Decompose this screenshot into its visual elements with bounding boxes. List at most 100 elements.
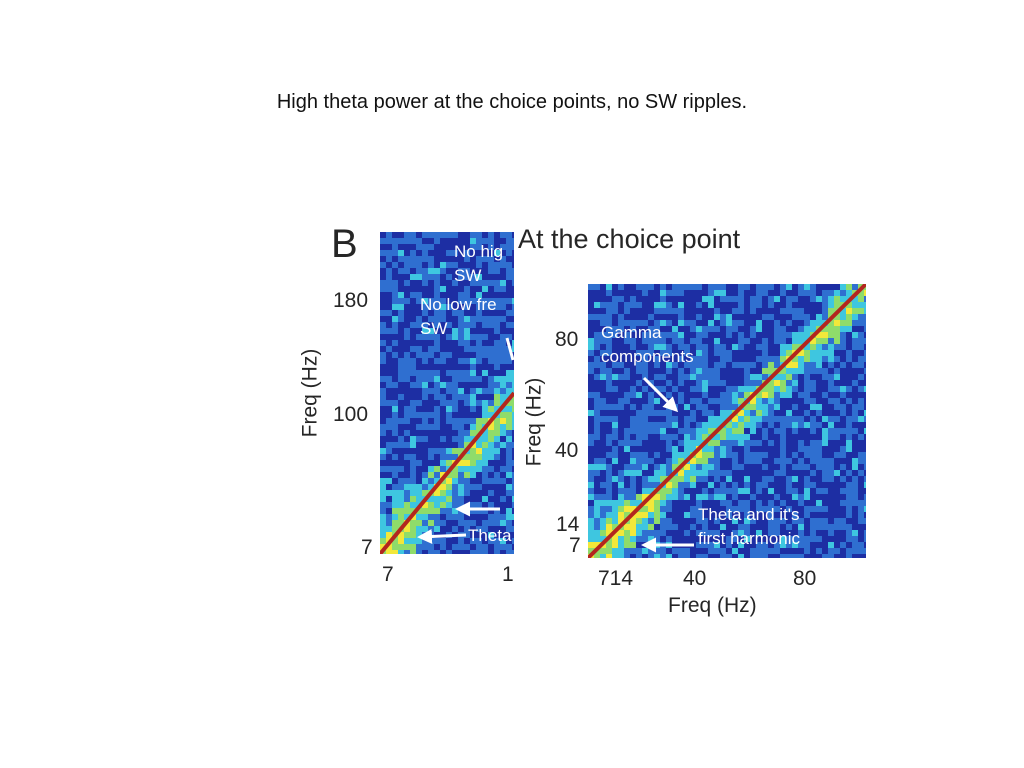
heatmap-cell: [618, 476, 624, 482]
heatmap-cell: [488, 520, 494, 526]
heatmap-cell: [720, 428, 726, 434]
left-y-tick: 7: [361, 536, 373, 559]
heatmap-cell: [594, 434, 600, 440]
heatmap-cell: [756, 458, 762, 464]
heatmap-cell: [858, 308, 864, 314]
heatmap-cell: [834, 368, 840, 374]
heatmap-cell: [506, 370, 512, 376]
heatmap-cell: [774, 398, 780, 404]
heatmap-cell: [588, 284, 594, 290]
heatmap-cell: [828, 458, 834, 464]
heatmap-cell: [858, 548, 864, 554]
heatmap-cell: [708, 440, 714, 446]
heatmap-cell: [834, 548, 840, 554]
annotation-line: Theta: [468, 526, 512, 545]
heatmap-cell: [422, 370, 428, 376]
heatmap-cell: [642, 476, 648, 482]
heatmap-cell: [678, 548, 684, 554]
heatmap-cell: [452, 334, 458, 340]
heatmap-cell: [458, 394, 464, 400]
heatmap-cell: [410, 526, 416, 532]
heatmap-cell: [666, 290, 672, 296]
heatmap-cell: [786, 416, 792, 422]
heatmap-cell: [600, 500, 606, 506]
heatmap-cell: [600, 350, 606, 356]
heatmap-cell: [660, 500, 666, 506]
heatmap-cell: [756, 500, 762, 506]
heatmap-cell: [506, 550, 512, 554]
heatmap-cell: [476, 436, 482, 442]
heatmap-cell: [762, 410, 768, 416]
heatmap-cell: [588, 368, 594, 374]
heatmap-cell: [690, 338, 696, 344]
heatmap-cell: [636, 524, 642, 530]
heatmap-cell: [774, 458, 780, 464]
heatmap-cell: [810, 362, 816, 368]
heatmap-cell: [762, 404, 768, 410]
heatmap-cell: [488, 430, 494, 436]
heatmap-cell: [428, 334, 434, 340]
heatmap-cell: [452, 406, 458, 412]
heatmap-cell: [738, 464, 744, 470]
heatmap-cell: [720, 416, 726, 422]
heatmap-cell: [434, 424, 440, 430]
heatmap-cell: [452, 472, 458, 478]
heatmap-cell: [446, 352, 452, 358]
heatmap-cell: [404, 376, 410, 382]
heatmap-cell: [858, 512, 864, 518]
heatmap-cell: [588, 350, 594, 356]
heatmap-cell: [642, 410, 648, 416]
heatmap-cell: [720, 548, 726, 554]
heatmap-cell: [494, 388, 500, 394]
heatmap-cell: [816, 518, 822, 524]
heatmap-cell: [458, 424, 464, 430]
heatmap-cell: [726, 386, 732, 392]
heatmap-cell: [404, 262, 410, 268]
heatmap-cell: [738, 530, 744, 536]
heatmap-cell: [702, 446, 708, 452]
heatmap-cell: [398, 544, 404, 550]
heatmap-cell: [494, 514, 500, 520]
heatmap-cell: [482, 430, 488, 436]
heatmap-cell: [600, 494, 606, 500]
heatmap-cell: [714, 338, 720, 344]
heatmap-cell: [702, 542, 708, 548]
heatmap-cell: [720, 500, 726, 506]
heatmap-cell: [494, 520, 500, 526]
heatmap-cell: [494, 538, 500, 544]
heatmap-cell: [654, 500, 660, 506]
heatmap-cell: [624, 542, 630, 548]
heatmap-cell: [786, 458, 792, 464]
heatmap-cell: [380, 340, 386, 346]
heatmap-cell: [434, 268, 440, 274]
heatmap-cell: [852, 314, 858, 320]
heatmap-cell: [708, 416, 714, 422]
heatmap-cell: [666, 464, 672, 470]
heatmap-cell: [726, 296, 732, 302]
heatmap-cell: [398, 442, 404, 448]
heatmap-cell: [798, 542, 804, 548]
heatmap-cell: [816, 332, 822, 338]
heatmap-cell: [732, 398, 738, 404]
heatmap-cell: [654, 428, 660, 434]
heatmap-cell: [798, 362, 804, 368]
heatmap-cell: [594, 422, 600, 428]
heatmap-cell: [482, 370, 488, 376]
heatmap-cell: [720, 398, 726, 404]
heatmap-cell: [446, 250, 452, 256]
heatmap-cell: [654, 302, 660, 308]
heatmap-cell: [660, 434, 666, 440]
heatmap-cell: [458, 538, 464, 544]
heatmap-cell: [756, 344, 762, 350]
heatmap-cell: [624, 440, 630, 446]
heatmap-cell: [858, 398, 864, 404]
heatmap-cell: [750, 554, 756, 558]
heatmap-cell: [410, 502, 416, 508]
heatmap-cell: [636, 452, 642, 458]
heatmap-cell: [798, 518, 804, 524]
heatmap-cell: [780, 374, 786, 380]
heatmap-cell: [452, 262, 458, 268]
heatmap-cell: [768, 530, 774, 536]
heatmap-cell: [786, 350, 792, 356]
heatmap-cell: [804, 344, 810, 350]
